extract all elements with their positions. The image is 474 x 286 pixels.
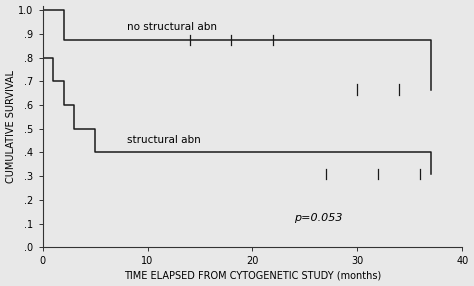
X-axis label: TIME ELAPSED FROM CYTOGENETIC STUDY (months): TIME ELAPSED FROM CYTOGENETIC STUDY (mon…	[124, 271, 381, 281]
Text: structural abn: structural abn	[127, 135, 201, 145]
Text: no structural abn: no structural abn	[127, 22, 217, 32]
Y-axis label: CUMULATIVE SURVIVAL: CUMULATIVE SURVIVAL	[6, 70, 16, 183]
Text: p=0.053: p=0.053	[294, 213, 343, 223]
